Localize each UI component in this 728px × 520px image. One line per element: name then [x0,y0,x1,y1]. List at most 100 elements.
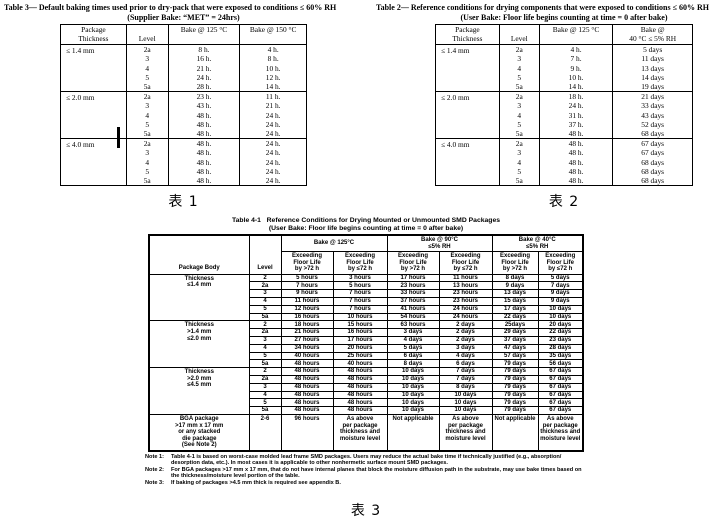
bake-time-cell: Not applicable [386,413,440,452]
bake-time-cell: 5 days [386,343,440,353]
bake-time-cell: 35 days [537,351,584,361]
package-body-cell: BGA package >17 mm x 17 mm or any stacked d… [148,413,250,452]
bake-time-cell: 21 days [612,91,693,102]
bake-time-cell: 3 hours [332,273,388,283]
bake-time-cell: 4 h. [239,44,307,55]
bake-time-cell: 24 h. [239,175,307,186]
bake-time-cell: 23 hours [438,296,493,306]
column-header: Level [125,23,169,46]
table-row: ≤ 1.4 mm 2a 8 h. 4 h. [60,44,307,92]
floor-life-header: Exceeding Floor Life by >72 h [280,251,334,275]
bake-time-cell: 7 days [438,367,493,376]
bake-time-cell: 79 days [491,382,539,392]
bake-time-cell: 15 days [491,296,539,306]
bake-time-cell: 67 days [612,148,693,158]
level-cell: 2 [248,320,282,330]
bake-time-cell: 20 days [537,320,584,330]
bake-time-cell: 10 days [438,390,493,400]
bake-time-cell: 11 hours [280,296,334,306]
level-cell: 4 [248,343,282,353]
table-row: 5 37 h. 52 days [436,119,693,129]
thickness-cell: ≤ 2.0 mm [435,91,500,139]
table-row: 3 24 h. 33 days [436,101,693,111]
level-cell: 2a [125,138,169,149]
bake-time-cell: 7 days [537,281,584,291]
bake-time-cell: 10 days [386,367,440,376]
bake-time-cell: 43 days [612,110,693,120]
bake-time-cell: 7 h. [538,54,614,64]
bake-time-cell: 13 hours [438,281,493,291]
user-table-title: Table 2— Reference conditions for drying… [376,3,709,12]
bake-time-cell: 68 days [612,157,693,167]
revision-change-bar [117,127,120,148]
bake-time-cell: 23 hours [386,281,440,291]
table-row: ≤ 2.0 mm 2a 23 h. 11 h. [60,91,307,139]
bake-time-cell: 27 hours [280,335,334,345]
bake-time-cell: 2 days [438,320,493,330]
level-cell: 5 [248,304,282,314]
bake-condition-header: Bake @ 90°C ≤5% RH [386,234,493,253]
level-cell: 5a [248,406,282,415]
level-cell: 2a [498,44,540,55]
table-row: Thickness >1.4 mm ≤2.0 mm 2 18 hours 15 hours… [148,320,584,369]
table-row: 5 48 h. 24 h. [61,166,307,176]
level-cell: 3 [498,148,540,158]
bake-time-cell: 14 h. [538,81,614,92]
bake-time-cell: 24 h. [239,148,307,158]
bake-time-cell: 15 hours [332,320,388,330]
bake-time-cell: 17 hours [386,273,440,283]
level-cell: 3 [498,54,540,64]
bake-time-cell: 48 hours [332,382,388,392]
supplier-table-caption: 表 1 [168,194,199,210]
bake-time-cell: 9 days [537,289,584,298]
bake-time-cell: 40 hours [332,359,388,369]
level-cell: 2a [248,281,282,291]
bake-time-cell: As above per package thickness and moisture… [537,413,584,452]
bake-time-cell: 43 h. [167,101,241,111]
bake-time-cell: 6 days [386,351,440,361]
thickness-cell: ≤ 4.0 mm [435,138,500,186]
subheader-row: Exceeding Floor Life by >72 h Exceeding Floo… [149,251,584,275]
level-cell: 3 [125,148,169,158]
level-cell: 5 [125,119,169,129]
bake-time-cell: 28 days [537,343,584,353]
header-row: Package Thickness Level Bake @ 125 °C Bake @… [435,23,693,46]
bake-time-cell: 79 days [491,398,539,408]
bake-time-cell: 67 days [537,374,584,384]
bake-time-cell: 10 days [438,406,493,415]
level-cell: 5a [498,81,540,92]
bake-time-cell: 9 h. [538,63,614,73]
bake-time-cell: 48 h. [167,128,241,139]
bake-time-cell: 7 days [438,374,493,384]
level-cell: 5a [248,359,282,369]
bake-time-cell: 6 days [438,359,493,369]
bake-time-cell: 48 hours [280,382,334,392]
bake-time-cell: 14 h. [239,81,307,92]
bake-time-cell: 33 hours [386,289,440,298]
bake-time-cell: 10 h. [538,72,614,82]
level-cell: 5a [248,312,282,322]
bake-time-cell: 10 days [537,304,584,314]
bake-time-cell: 24 hours [438,304,493,314]
bake-time-cell: 5 hours [332,281,388,291]
bake-time-cell: 10 days [386,398,440,408]
table-row: 3 48 h. 67 days [436,148,693,158]
bake-condition-header: Bake @ 125°C [280,234,388,253]
level-cell: 5 [248,398,282,408]
bake-time-cell: 48 hours [280,390,334,400]
bake-time-cell: 96 hours [280,413,334,452]
bake-time-cell: 2 days [438,328,493,337]
bake-time-cell: 48 hours [280,406,334,415]
bake-time-cell: 24 h. [239,157,307,167]
bake-time-cell: 10 days [386,390,440,400]
supplier-table-subtitle: (Supplier Bake: “MET” = 24hrs) [127,13,240,22]
bake-time-cell: 20 hours [332,343,388,353]
bake-time-cell: 23 days [537,335,584,345]
table-row: ≤ 4.0 mm 2a 48 h. 24 h. [60,138,307,186]
bake-time-cell: 13 days [491,289,539,298]
bake-time-cell: 16 hours [280,312,334,322]
bake-time-cell: 24 h. [167,72,241,82]
level-cell: 2a [498,91,540,102]
